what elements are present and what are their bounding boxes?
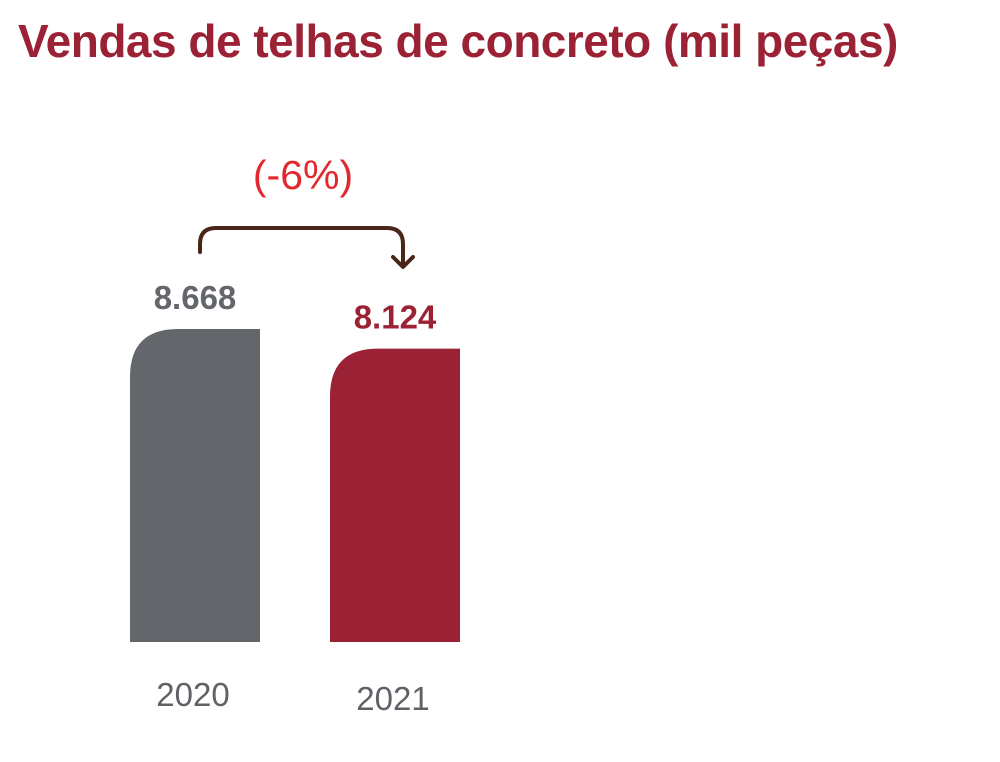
change-label: (-6%) — [253, 152, 353, 198]
bar-2021 — [330, 348, 460, 642]
category-label-2021: 2021 — [356, 680, 429, 717]
category-label-2020: 2020 — [156, 676, 229, 713]
value-label-2020: 8.668 — [154, 279, 237, 316]
value-label-2021: 8.124 — [354, 299, 437, 336]
bar-2020 — [130, 328, 260, 642]
chart-title: Vendas de telhas de concreto (mil peças) — [18, 15, 898, 67]
change-arrow — [198, 226, 405, 268]
change-arrowhead — [391, 255, 415, 269]
category-labels-group: 2020 2021 — [156, 676, 429, 717]
bars-group — [130, 328, 460, 642]
value-labels-group: 8.668 8.124 — [154, 279, 437, 336]
